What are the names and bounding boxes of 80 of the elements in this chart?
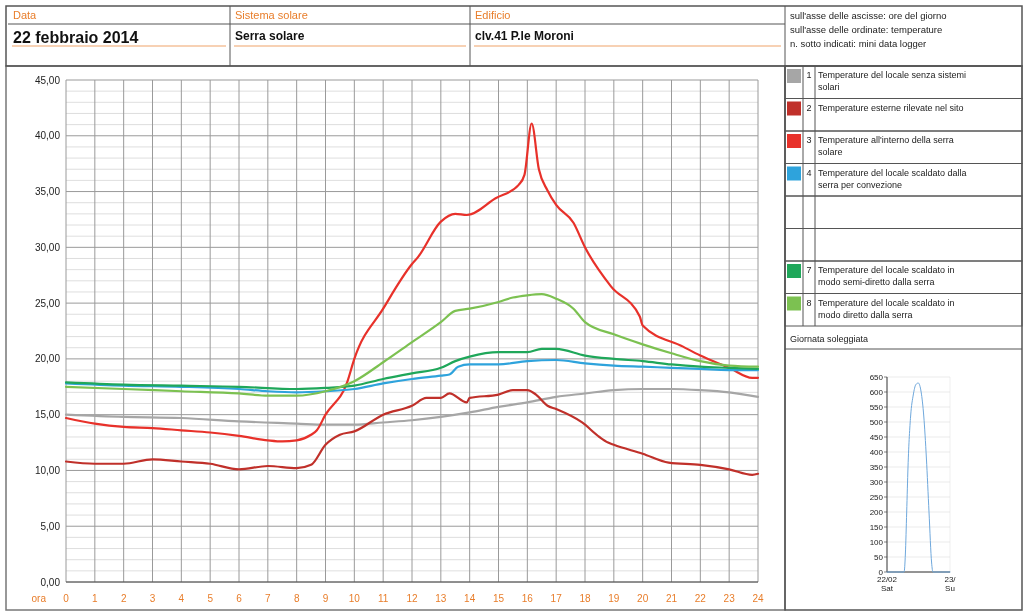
text: Serra solare: [235, 29, 305, 43]
text: 4: [806, 167, 812, 178]
legend-label: Temperature esterne rilevate nel sito: [818, 102, 964, 113]
y-tick-label: 0: [878, 567, 884, 577]
y-tick-label: 150: [869, 522, 884, 532]
x-tick-label: 19: [608, 593, 620, 604]
x-tick-label: 7: [265, 593, 272, 604]
y-tick-label: 50: [874, 552, 884, 562]
x-tick-label: 1: [92, 593, 99, 604]
x-tick-label: 2: [120, 593, 127, 604]
legend-label: Temperature del locale scaldato dalla serra per convezione: [818, 167, 967, 190]
x-tick-label: 9: [322, 593, 329, 604]
x-tick-label: 16: [521, 593, 534, 604]
text: 8: [806, 297, 812, 308]
x-tick-label: 10: [348, 593, 361, 604]
y-tick-label: 350: [869, 462, 884, 472]
y-tick-label: 40,00: [34, 130, 61, 142]
y-tick-label: 30,00: [34, 241, 61, 253]
x-tick-label: 21: [665, 593, 678, 604]
x-tick-label: 4: [178, 593, 185, 604]
text: sull'asse delle ordinate: temperature: [790, 24, 943, 35]
x-tick-label: 20: [637, 593, 649, 604]
y-tick-label: 15,00: [34, 409, 61, 421]
x-tick-label: 22/02 Sat: [876, 575, 898, 593]
y-tick-label: 35,00: [34, 186, 61, 198]
text: 1: [806, 70, 812, 80]
y-tick-label: 10,00: [34, 464, 61, 476]
text: 3: [806, 135, 812, 145]
y-tick-label: 400: [869, 447, 884, 457]
x-tick-label: 24: [752, 593, 764, 604]
legend-label: Temperature del locale scaldato in modo semi-diretto dalla serra: [818, 265, 955, 287]
text: 2: [806, 102, 812, 113]
line-series: [64, 389, 760, 477]
x-tick-label: 17: [550, 593, 563, 604]
y-tick-label: 450: [869, 432, 884, 442]
x-tick-label: 23: [723, 593, 736, 604]
text: Sistema solare: [235, 9, 308, 21]
x-tick-label: 13: [435, 593, 447, 604]
x-tick-label: 14: [464, 593, 476, 604]
text: Data: [13, 9, 38, 21]
y-tick-label: 650: [869, 372, 884, 382]
chart-title: Giornata soleggiata: [790, 334, 869, 344]
line-series: [64, 293, 760, 397]
x-tick-label: 8: [293, 593, 300, 604]
x-tick-label: 22: [694, 593, 707, 604]
text: clv.41 P.le Moroni: [475, 29, 574, 43]
y-tick-label: 500: [869, 417, 884, 427]
y-tick-label: 100: [869, 537, 884, 547]
x-tick-label: 11: [377, 593, 389, 604]
x-tick-label: 12: [406, 593, 418, 604]
y-tick-label: 600: [869, 387, 884, 397]
text: sull'asse delle ascisse: ore del giorno: [790, 10, 947, 21]
text: Edificio: [475, 9, 511, 21]
text: n. sotto indicati: mini data logger: [790, 38, 927, 49]
x-tick-label: 0: [63, 593, 70, 604]
line-series: [64, 122, 760, 443]
y-tick-label: 250: [869, 492, 884, 502]
x-tick-label: 23/ Su: [944, 575, 957, 593]
line-series: [64, 347, 760, 391]
y-tick-label: 0,00: [40, 576, 61, 588]
line-series: [64, 358, 760, 394]
x-tick-label: 18: [579, 593, 591, 604]
x-axis-title: ora: [31, 593, 47, 604]
y-tick-label: 200: [869, 507, 884, 517]
text: 7: [806, 265, 812, 275]
y-tick-label: 300: [869, 477, 884, 487]
y-tick-label: 45,00: [34, 74, 61, 86]
legend-label: Temperature del locale senza sistemi solari: [818, 70, 967, 92]
legend-label: Temperature del locale scaldato in modo diretto dalla serra: [818, 297, 955, 320]
y-tick-label: 550: [869, 402, 884, 412]
y-tick-label: 20,00: [34, 353, 61, 365]
x-tick-label: 3: [149, 593, 156, 604]
x-tick-label: 6: [236, 593, 243, 604]
x-tick-label: 5: [207, 593, 214, 604]
line-series: [886, 382, 951, 573]
x-tick-label: 15: [492, 593, 505, 604]
text: 22 febbraio 2014: [13, 29, 139, 46]
y-tick-label: 25,00: [34, 297, 61, 309]
y-tick-label: 5,00: [40, 520, 61, 532]
legend-label: Temperature all'interno della serra solare: [818, 135, 954, 157]
